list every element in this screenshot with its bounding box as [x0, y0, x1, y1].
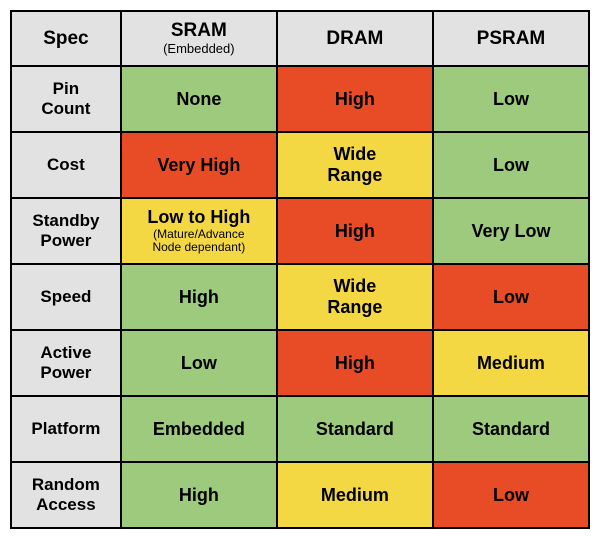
cell-6-0: High [121, 462, 277, 528]
comparison-table: SpecSRAM(Embedded)DRAMPSRAM PinCountNone… [10, 10, 590, 529]
row-label-1: Cost [11, 132, 121, 198]
header-row: SpecSRAM(Embedded)DRAMPSRAM [11, 11, 589, 66]
cell-0-0: None [121, 66, 277, 132]
cell-3-0: High [121, 264, 277, 330]
cell-6-2: Low [433, 462, 589, 528]
cell-5-2: Standard [433, 396, 589, 462]
cell-4-1: High [277, 330, 433, 396]
col-header-0: Spec [11, 11, 121, 66]
row-label-5: Platform [11, 396, 121, 462]
col-header-3: PSRAM [433, 11, 589, 66]
table-row: CostVery HighWideRangeLow [11, 132, 589, 198]
row-label-0: PinCount [11, 66, 121, 132]
cell-0-1: High [277, 66, 433, 132]
table-row: StandbyPowerLow to High(Mature/AdvanceNo… [11, 198, 589, 264]
table-row: ActivePowerLowHighMedium [11, 330, 589, 396]
cell-6-1: Medium [277, 462, 433, 528]
table-row: PinCountNoneHighLow [11, 66, 589, 132]
cell-1-2: Low [433, 132, 589, 198]
row-label-4: ActivePower [11, 330, 121, 396]
cell-5-1: Standard [277, 396, 433, 462]
cell-1-0: Very High [121, 132, 277, 198]
cell-4-0: Low [121, 330, 277, 396]
cell-2-0: Low to High(Mature/AdvanceNode dependant… [121, 198, 277, 264]
col-sublabel-1: (Embedded) [126, 42, 272, 57]
cell-1-1: WideRange [277, 132, 433, 198]
col-header-1: SRAM(Embedded) [121, 11, 277, 66]
row-label-3: Speed [11, 264, 121, 330]
memory-comparison-table: SpecSRAM(Embedded)DRAMPSRAM PinCountNone… [10, 10, 590, 529]
cell-3-1: WideRange [277, 264, 433, 330]
row-label-6: RandomAccess [11, 462, 121, 528]
cell-5-0: Embedded [121, 396, 277, 462]
row-label-2: StandbyPower [11, 198, 121, 264]
cell-4-2: Medium [433, 330, 589, 396]
cell-3-2: Low [433, 264, 589, 330]
table-row: SpeedHighWideRangeLow [11, 264, 589, 330]
table-row: PlatformEmbeddedStandardStandard [11, 396, 589, 462]
col-header-2: DRAM [277, 11, 433, 66]
cell-2-2: Very Low [433, 198, 589, 264]
cell-0-2: Low [433, 66, 589, 132]
table-row: RandomAccessHighMediumLow [11, 462, 589, 528]
cell-2-1: High [277, 198, 433, 264]
cell-sublabel-2-0: (Mature/AdvanceNode dependant) [126, 228, 272, 256]
